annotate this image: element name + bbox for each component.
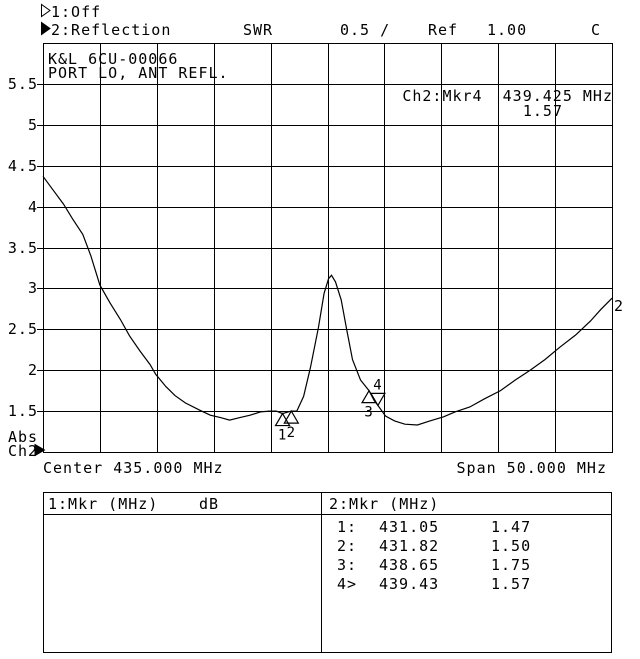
y-axis-tick-label: 3.5 xyxy=(7,238,38,257)
marker-frequency-mhz: 438.65 xyxy=(379,556,440,574)
trace-number-label: 2 xyxy=(614,297,624,315)
marker-table-header-separator xyxy=(44,514,611,515)
y-axis-tick-label: 4 xyxy=(27,197,38,216)
marker-frequency-mhz: 431.82 xyxy=(379,537,440,555)
marker-number: 2: xyxy=(337,537,358,555)
marker-swr-value: 1.47 xyxy=(491,518,532,536)
marker-number: 3: xyxy=(337,556,358,574)
ref-value: 1.00 xyxy=(487,21,528,39)
marker-table: 1:Mkr (MHz) dB 2:Mkr (MHz) 1: 431.05 1.47 2… xyxy=(43,492,612,653)
center-frequency-label: Center 435.000 MHz xyxy=(43,459,224,477)
y-axis-tick-label: 2 xyxy=(27,361,38,380)
marker-number: 1: xyxy=(337,518,358,536)
channel-label: Ch2 xyxy=(8,442,39,460)
marker-number-label: 3 xyxy=(364,405,373,421)
ch1-marker-table-db-column-header: dB xyxy=(199,495,220,513)
channel2-indicator-icon xyxy=(41,21,51,36)
y-axis-tick-label: 5.5 xyxy=(7,74,38,93)
axis-mode-label: Abs xyxy=(8,428,39,446)
channel-1-state: 1:Off xyxy=(51,3,102,21)
y-axis-tick-label: 4.5 xyxy=(7,156,38,175)
marker-frequency-mhz: 431.05 xyxy=(379,518,440,536)
channel-2-measurement: 2:Reflection xyxy=(51,21,172,39)
format-label: SWR xyxy=(243,21,274,39)
marker-swr-value: 1.75 xyxy=(491,556,532,574)
calibration-annunciator: C xyxy=(591,21,602,39)
graph-title-line2: PORT LO, ANT REFL. xyxy=(48,64,229,82)
marker-number-label: 2 xyxy=(287,425,296,441)
ch1-marker-table-header: 1:Mkr (MHz) xyxy=(48,495,159,513)
y-axis-tick-label: 1.5 xyxy=(7,402,38,421)
marker-frequency-mhz: 439.43 xyxy=(379,575,440,593)
marker-number-label: 1 xyxy=(278,428,287,444)
marker-swr-value: 1.57 xyxy=(491,575,532,593)
marker-swr-value: 1.50 xyxy=(491,537,532,555)
ref-label: Ref xyxy=(428,21,459,39)
marker-number-label: 4 xyxy=(373,377,382,393)
y-axis-tick-label: 5 xyxy=(27,115,38,134)
ch2-marker-table-header: 2:Mkr (MHz) xyxy=(329,495,440,513)
y-axis-tick-label: 3 xyxy=(27,279,38,298)
scale-per-div-value: 0.5 / xyxy=(340,21,391,39)
marker-readout-value: 1.57 xyxy=(522,102,563,120)
marker-number: 4> xyxy=(337,575,358,593)
y-axis-tick-label: 2.5 xyxy=(7,320,38,339)
channel1-indicator-icon xyxy=(41,3,51,18)
marker-table-divider xyxy=(321,493,322,652)
span-label: Span 50.000 MHz xyxy=(456,459,607,477)
